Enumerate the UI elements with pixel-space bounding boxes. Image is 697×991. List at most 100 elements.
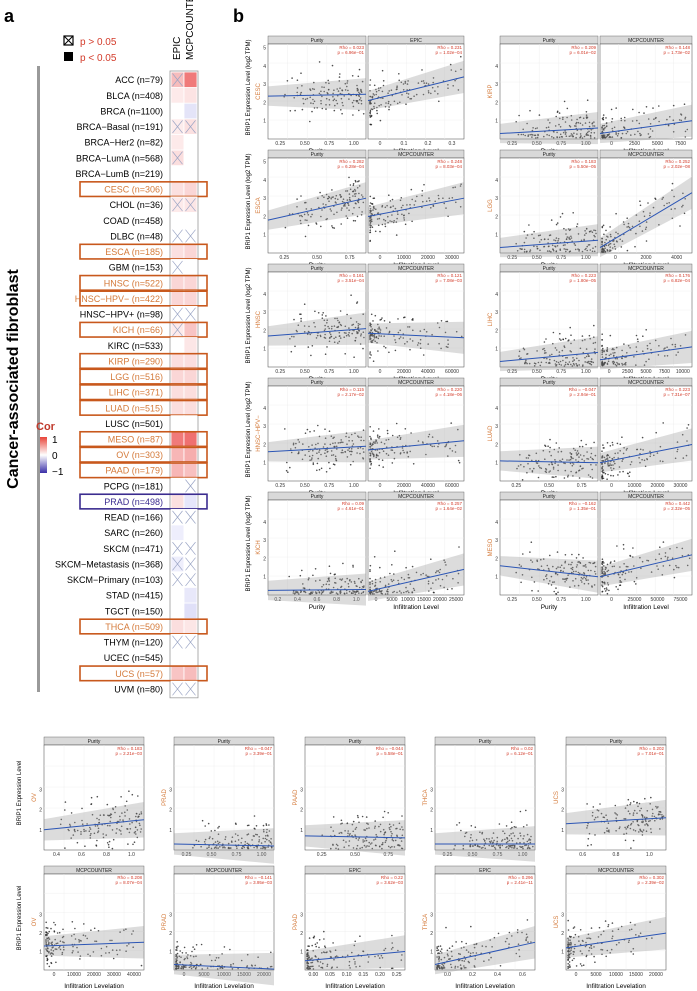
data-point	[626, 130, 629, 133]
data-point	[341, 89, 343, 91]
data-point	[342, 562, 344, 565]
data-point	[107, 843, 110, 846]
data-point	[316, 107, 319, 109]
data-point	[346, 199, 349, 201]
data-point	[634, 245, 636, 248]
data-point	[571, 959, 574, 962]
y-tick-label: 1	[300, 950, 303, 956]
data-point	[643, 112, 645, 114]
data-point	[340, 223, 343, 225]
data-point	[372, 93, 375, 95]
data-point	[382, 80, 385, 82]
data-point	[620, 137, 623, 139]
data-point	[406, 92, 408, 94]
data-point	[395, 88, 398, 91]
data-point	[303, 303, 306, 306]
data-point	[326, 346, 328, 348]
data-point	[369, 79, 372, 81]
heatmap-cell	[183, 102, 198, 120]
data-point	[306, 219, 308, 222]
heatmap-cell	[170, 180, 185, 198]
y-tick-label: 2	[263, 214, 266, 220]
ns-cross-mark	[172, 682, 183, 696]
data-point	[204, 825, 206, 827]
facet-strip-label: Purity	[543, 380, 556, 386]
data-point	[346, 207, 348, 209]
data-point	[601, 333, 603, 336]
heatmap-cell	[183, 368, 198, 385]
data-point	[544, 445, 547, 448]
heatmap-cell	[170, 477, 185, 495]
data-point	[296, 91, 299, 94]
data-point	[288, 575, 291, 578]
data-point	[76, 841, 79, 844]
data-point	[358, 206, 361, 209]
cancer-label: UCS	[554, 791, 560, 804]
data-point	[381, 459, 384, 462]
data-point	[421, 69, 423, 71]
data-point	[609, 226, 611, 228]
data-point	[346, 82, 349, 84]
data-point	[380, 104, 382, 106]
data-point	[566, 107, 569, 110]
row-label: STAD (n=415)	[106, 591, 163, 601]
data-point	[370, 313, 373, 316]
data-point	[558, 136, 561, 139]
data-point	[636, 802, 638, 804]
data-point	[529, 109, 531, 112]
x-tick-label: 25000	[628, 597, 642, 603]
data-point	[391, 214, 393, 216]
data-point	[338, 80, 341, 82]
heatmap-cell	[170, 102, 185, 120]
x-tick-label: 5000	[386, 597, 397, 603]
data-point	[520, 581, 522, 584]
data-point	[580, 439, 583, 442]
data-point	[328, 104, 331, 106]
data-point	[448, 197, 451, 200]
heatmap-cell	[170, 399, 185, 417]
data-point	[334, 104, 336, 107]
data-point	[377, 87, 380, 89]
data-point	[611, 127, 614, 130]
heatmap-cell	[170, 430, 185, 448]
data-point	[417, 82, 420, 84]
data-point	[593, 132, 596, 134]
x-tick-label: 0.4	[53, 852, 60, 858]
facet-strip-label: MCPCOUNTER	[398, 380, 434, 386]
y-tick-label: 2	[169, 808, 172, 814]
data-point	[601, 474, 603, 476]
data-point	[411, 198, 414, 201]
data-point	[604, 590, 607, 592]
data-point	[401, 815, 403, 817]
x-tick-label: 0	[53, 972, 56, 978]
data-point	[427, 83, 430, 85]
confidence-band	[600, 104, 692, 144]
data-point	[179, 950, 181, 952]
heatmap-cell	[183, 243, 198, 260]
data-point	[425, 82, 428, 84]
y-tick-label: 3	[263, 538, 266, 544]
data-point	[612, 475, 615, 477]
data-point	[662, 541, 665, 543]
data-point	[615, 212, 617, 215]
data-point	[370, 437, 372, 440]
x-tick-label: 0.6	[579, 852, 586, 858]
data-point	[422, 80, 425, 82]
data-point	[402, 89, 405, 91]
highlight-box	[79, 352, 208, 370]
data-point	[108, 840, 111, 843]
data-point	[342, 205, 345, 207]
data-point	[374, 230, 377, 233]
ns-cross-mark	[185, 635, 196, 649]
data-point	[522, 553, 524, 555]
x-tick-label: 1.0	[646, 852, 653, 858]
data-point	[655, 431, 657, 434]
data-point	[370, 114, 373, 117]
data-point	[645, 329, 647, 331]
data-point	[624, 119, 626, 122]
data-point	[45, 934, 47, 936]
data-point	[372, 320, 374, 322]
data-point	[578, 477, 581, 479]
x-tick-label: 0.25	[511, 483, 521, 489]
x-tick-label: 2000	[640, 255, 651, 261]
